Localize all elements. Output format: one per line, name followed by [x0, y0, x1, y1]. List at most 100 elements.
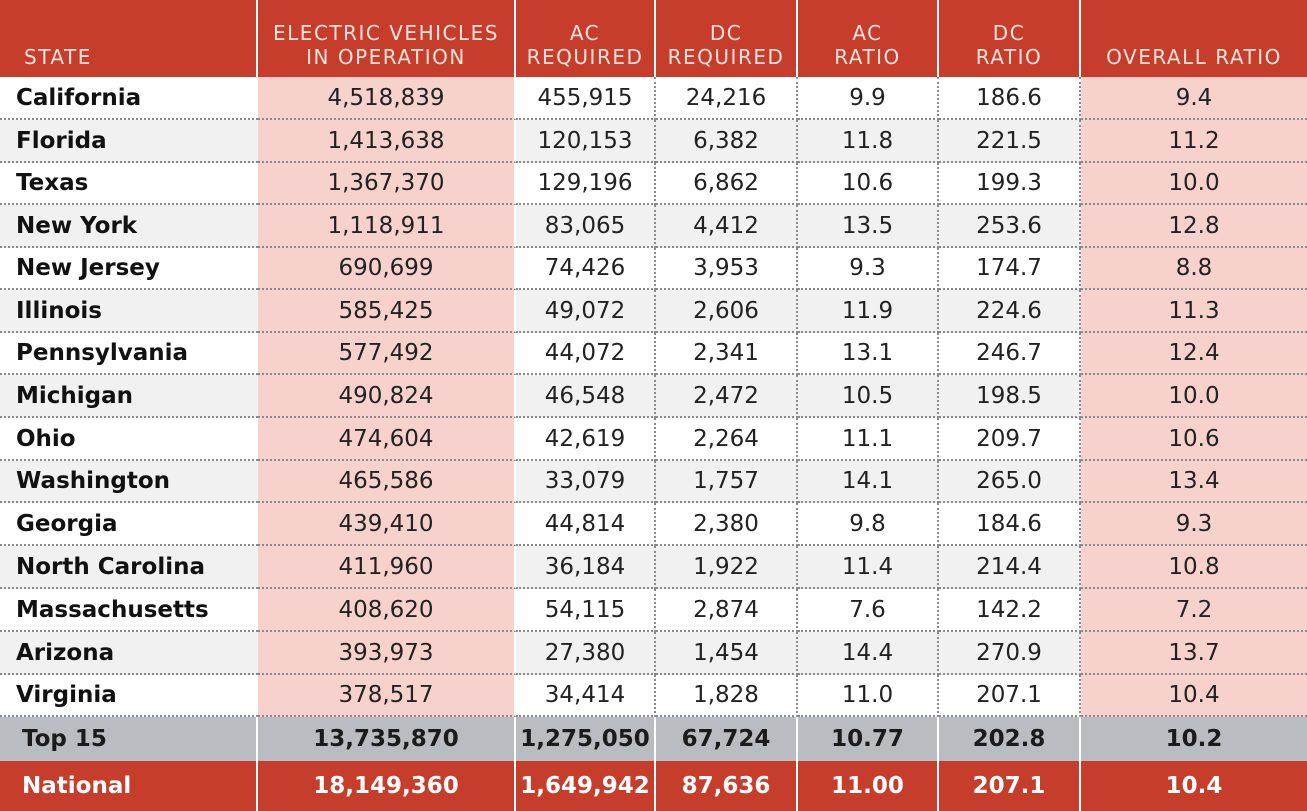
value-cell: 2,606: [656, 290, 798, 333]
value-cell: 6,382: [656, 120, 798, 163]
value-cell: 199.3: [939, 163, 1081, 205]
value-cell: 4,518,839: [258, 77, 516, 120]
value-cell: 490,824: [258, 375, 516, 418]
table-row: North Carolina 411,960 36,184 1,922 11.4 214.…: [0, 546, 1307, 589]
national-value-cell: 10.4: [1165, 773, 1223, 799]
table-row: Massachusetts 408,620 54,115 2,874 7.6 142.2 7…: [0, 589, 1307, 632]
top15-value-cell: 10.77: [798, 717, 939, 761]
value-cell: 36,184: [516, 546, 656, 589]
value-cell: 13.5: [798, 205, 939, 248]
value-cell: 14.4: [798, 632, 939, 675]
table-row: Florida 1,413,638 120,153 6,382 11.8 221.5 11.…: [0, 120, 1307, 163]
national-value-cell: 87,636: [656, 761, 798, 811]
value-cell: 9.3: [798, 248, 939, 290]
value-cell: 577,492: [258, 333, 516, 375]
value-cell: 11.0: [798, 675, 939, 717]
state-name-cell: California: [0, 77, 258, 120]
value-cell: 9.8: [798, 503, 939, 546]
table-row: California 4,518,839 455,915 24,216 9.9 186.6…: [0, 77, 1307, 120]
value-cell: 3,953: [656, 248, 798, 290]
header-state: STATE: [0, 0, 258, 77]
value-cell: 2,380: [656, 503, 798, 546]
value-cell: 209.7: [939, 418, 1081, 461]
value-cell: 10.4: [1081, 675, 1307, 717]
value-cell: 44,072: [516, 333, 656, 375]
value-cell: 10.0: [1081, 375, 1307, 418]
table-row: Michigan 490,824 46,548 2,472 10.5 198.5 10.0: [0, 375, 1307, 418]
value-cell: 585,425: [258, 290, 516, 333]
value-cell: 1,118,911: [258, 205, 516, 248]
value-cell: 439,410: [258, 503, 516, 546]
value-cell: 2,264: [656, 418, 798, 461]
value-cell: 186.6: [939, 77, 1081, 120]
value-cell: 411,960: [258, 546, 516, 589]
value-cell: 44,814: [516, 503, 656, 546]
value-cell: 4,412: [656, 205, 798, 248]
header-state-label: STATE: [24, 45, 92, 69]
value-cell: 224.6: [939, 290, 1081, 333]
state-name-cell: New Jersey: [0, 248, 258, 290]
value-cell: 198.5: [939, 375, 1081, 418]
state-name-cell: Texas: [0, 163, 258, 205]
value-cell: 474,604: [258, 418, 516, 461]
header-ev-in-operation: ELECTRIC VEHICLES IN OPERATION: [258, 0, 516, 77]
header-dc-ratio-label: DC RATIO: [975, 21, 1043, 69]
value-cell: 246.7: [939, 333, 1081, 375]
header-ev-label: ELECTRIC VEHICLES IN OPERATION: [273, 21, 499, 69]
national-value-cell: 11.00: [798, 761, 939, 811]
header-ac-ratio: AC RATIO: [798, 0, 939, 77]
table-row: Arizona 393,973 27,380 1,454 14.4 270.9 13.7: [0, 632, 1307, 675]
value-cell: 2,472: [656, 375, 798, 418]
value-cell: 11.4: [798, 546, 939, 589]
state-name-cell: Virginia: [0, 675, 258, 717]
state-name-cell: Washington: [0, 461, 258, 503]
value-cell: 11.3: [1081, 290, 1307, 333]
value-cell: 9.9: [798, 77, 939, 120]
value-cell: 1,367,370: [258, 163, 516, 205]
top15-total-row: Top 15 13,735,870 1,275,050 67,724 10.77 202.…: [0, 717, 1307, 761]
state-name-cell: Pennsylvania: [0, 333, 258, 375]
header-dc-required-label: DC REQUIRED: [667, 21, 785, 69]
national-total-row: National 18,149,360 1,649,942 87,636 11.00 20…: [0, 761, 1307, 811]
value-cell: 184.6: [939, 503, 1081, 546]
top15-value-cell: 10.2: [1165, 726, 1223, 752]
value-cell: 10.6: [798, 163, 939, 205]
value-cell: 11.8: [798, 120, 939, 163]
table-row: Illinois 585,425 49,072 2,606 11.9 224.6 11.3: [0, 290, 1307, 333]
table-row: Virginia 378,517 34,414 1,828 11.0 207.1 10.4: [0, 675, 1307, 717]
value-cell: 74,426: [516, 248, 656, 290]
value-cell: 8.8: [1081, 248, 1307, 290]
value-cell: 6,862: [656, 163, 798, 205]
state-name-cell: Ohio: [0, 418, 258, 461]
state-name-cell: Arizona: [0, 632, 258, 675]
value-cell: 27,380: [516, 632, 656, 675]
national-value-cell: 207.1: [939, 761, 1081, 811]
header-ac-required: AC REQUIRED: [516, 0, 656, 77]
value-cell: 142.2: [939, 589, 1081, 632]
header-ac-ratio-label: AC RATIO: [834, 21, 901, 69]
top15-value-cell: 202.8: [939, 717, 1081, 761]
value-cell: 14.1: [798, 461, 939, 503]
state-name-cell: Illinois: [0, 290, 258, 333]
value-cell: 465,586: [258, 461, 516, 503]
national-value-cell: 1,649,942: [516, 761, 656, 811]
value-cell: 2,341: [656, 333, 798, 375]
value-cell: 13.7: [1081, 632, 1307, 675]
value-cell: 378,517: [258, 675, 516, 717]
header-row: STATE ELECTRIC VEHICLES IN OPERATION AC RE…: [0, 0, 1307, 77]
value-cell: 270.9: [939, 632, 1081, 675]
value-cell: 393,973: [258, 632, 516, 675]
value-cell: 7.6: [798, 589, 939, 632]
table-row: Ohio 474,604 42,619 2,264 11.1 209.7 10.6: [0, 418, 1307, 461]
table-row: Texas 1,367,370 129,196 6,862 10.6 199.3 10.0: [0, 163, 1307, 205]
value-cell: 54,115: [516, 589, 656, 632]
value-cell: 9.4: [1081, 77, 1307, 120]
value-cell: 1,454: [656, 632, 798, 675]
value-cell: 1,922: [656, 546, 798, 589]
header-ac-required-label: AC REQUIRED: [526, 21, 644, 69]
table-row: Pennsylvania 577,492 44,072 2,341 13.1 246.7 1…: [0, 333, 1307, 375]
value-cell: 129,196: [516, 163, 656, 205]
value-cell: 1,413,638: [258, 120, 516, 163]
value-cell: 690,699: [258, 248, 516, 290]
value-cell: 49,072: [516, 290, 656, 333]
